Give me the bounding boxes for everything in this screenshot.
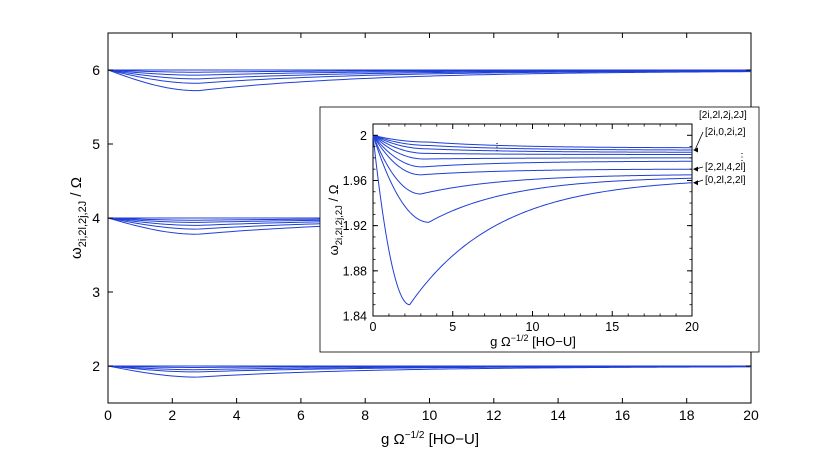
main-x-label-unit: [HO−U] (424, 431, 479, 448)
inset-curve-3 (372, 134, 692, 155)
main-x-label-sup: −1/2 (405, 430, 425, 441)
main-curve-band6-5 (107, 69, 752, 92)
inset-y-tick-label: 1.84 (343, 310, 367, 324)
main-curve-band2-3 (107, 365, 752, 373)
inset-x-tick-label: 10 (526, 320, 540, 334)
inset-y-axis-label: ω2i,2l,2j,2J / Ω (326, 184, 345, 255)
inset-right-dots: ⋮ (737, 152, 747, 163)
inset-label-arrowhead-1 (693, 147, 698, 153)
inset-y-ticks: 1.84 1.88 1.92 1.96 2 (343, 129, 692, 324)
inset-curve-1 (372, 134, 693, 151)
inset-curve-2 (372, 134, 693, 153)
inset-y-label-main: ω (326, 245, 341, 255)
main-y-axis-label: ω2i,2l,2j,2J / Ω (68, 177, 89, 259)
main-x-tick-label: 12 (486, 407, 502, 423)
inset-x-tick-label: 5 (449, 320, 456, 334)
inset-series-label: [0,2l,2,2l] (705, 175, 746, 186)
main-x-tick-label: 6 (297, 407, 305, 423)
main-x-tick-label: 20 (743, 407, 759, 423)
main-x-ticks: 0 2 4 6 8 10 12 14 16 18 20 (104, 33, 759, 423)
inset-x-tick-label: 0 (370, 320, 377, 334)
main-y-tick-label: 4 (92, 210, 100, 226)
main-x-tick-label: 10 (422, 407, 438, 423)
main-curve-band6-4 (107, 69, 752, 84)
inset-series-labels: [2i,2l,2j,2J] [2i,0,2i,2] [2,2l,4,2l] [0,2l… (693, 110, 747, 186)
main-curve-band2-4 (107, 365, 752, 378)
inset-x-label-unit: [HO−U] (529, 334, 576, 349)
main-x-label-main: g Ω (381, 431, 405, 448)
inset-x-axis-label: g Ω−1/2 [HO−U] (490, 333, 576, 349)
inset-x-tick-label: 20 (685, 320, 699, 334)
inset-y-tick-label: 2 (360, 129, 367, 143)
inset-curve-7 (372, 135, 693, 195)
main-x-tick-label: 0 (104, 407, 112, 423)
main-x-tick-label: 4 (233, 407, 241, 423)
main-y-label-main: ω (68, 247, 85, 259)
inset-y-label-unit: / Ω (326, 184, 341, 205)
main-x-tick-label: 8 (361, 407, 369, 423)
inset-curve-4 (372, 134, 692, 160)
inset-y-tick-label: 1.96 (343, 174, 367, 188)
inset-x-label-sup: −1/2 (511, 333, 529, 343)
inset-y-tick-label: 1.88 (343, 264, 367, 278)
main-x-tick-label: 2 (168, 407, 176, 423)
main-x-tick-label: 18 (679, 407, 695, 423)
inset-label-arrow-1 (694, 131, 704, 151)
main-y-label-unit: / Ω (68, 177, 85, 201)
inset-curve-9 (372, 135, 693, 306)
inset-curve-8 (372, 135, 693, 223)
inset-series-label: [2,2l,4,2l] (705, 162, 746, 173)
inset-center-dots: ⋮ (492, 142, 502, 153)
inset-x-label-main: g Ω (490, 334, 511, 349)
inset-background (319, 106, 760, 353)
inset-x-tick-label: 15 (605, 320, 619, 334)
inset-x-ticks: 0 5 10 15 20 (370, 124, 699, 334)
inset-curve-0 (372, 134, 693, 149)
inset-y-label-sub: 2i,2l,2j,2J (334, 205, 345, 245)
main-y-tick-label: 6 (92, 62, 100, 78)
main-x-tick-label: 14 (550, 407, 566, 423)
main-x-axis-label: g Ω−1/2 [HO−U] (381, 430, 479, 448)
inset-label-arrowhead-9 (693, 180, 698, 186)
inset-curve-6 (372, 135, 692, 176)
main-y-tick-label: 2 (92, 358, 100, 374)
inset-series-label: [2i,2l,2j,2J] (699, 110, 747, 121)
inset-y-tick-label: 1.92 (343, 219, 367, 233)
inset-label-arrowhead-6 (693, 166, 698, 172)
inset-curve-5 (372, 134, 693, 168)
main-y-label-sub: 2i,2l,2j,2J (77, 201, 89, 247)
inset-plot: 0 5 10 15 20 1.84 1.88 1.92 1.96 2 [2i,2l,2j,2J]… (319, 106, 760, 353)
main-y-tick-label: 5 (92, 136, 100, 152)
main-x-tick-label: 16 (615, 407, 631, 423)
main-y-tick-label: 3 (92, 284, 100, 300)
inset-series-label: [2i,0,2i,2] (705, 127, 746, 138)
inset-curves (372, 134, 693, 306)
